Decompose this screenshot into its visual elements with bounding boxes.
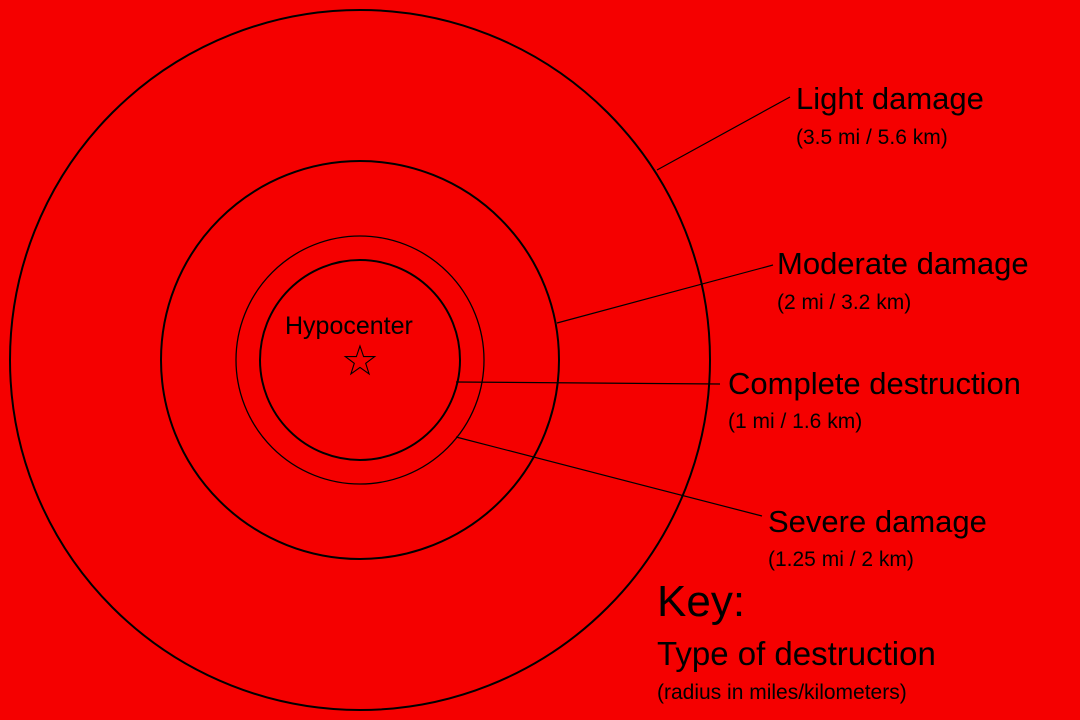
hypocenter-label: Hypocenter [285, 312, 413, 340]
severe-damage-radius: (1.25 mi / 2 km) [768, 548, 914, 571]
light-damage-leader [656, 96, 791, 171]
star-icon [343, 344, 377, 376]
key-subtitle: Type of destruction [657, 635, 936, 672]
severe-damage-leader [455, 436, 763, 517]
severe-damage-ring [235, 235, 485, 485]
moderate-damage-leader [556, 264, 774, 324]
key-title: Key: [657, 577, 746, 626]
complete-destruction-ring [259, 259, 461, 461]
moderate-damage-ring [160, 160, 560, 560]
severe-damage-label: Severe damage [768, 504, 987, 539]
light-damage-ring [9, 9, 711, 711]
light-damage-label: Light damage [796, 81, 984, 116]
complete-destruction-label: Complete destruction [728, 366, 1021, 401]
moderate-damage-radius: (2 mi / 3.2 km) [777, 291, 912, 314]
complete-destruction-leader [455, 381, 721, 385]
complete-destruction-radius: (1 mi / 1.6 km) [728, 410, 863, 433]
moderate-damage-label: Moderate damage [777, 246, 1029, 281]
light-damage-radius: (3.5 mi / 5.6 km) [796, 126, 948, 149]
key-note: (radius in miles/kilometers) [657, 681, 907, 704]
